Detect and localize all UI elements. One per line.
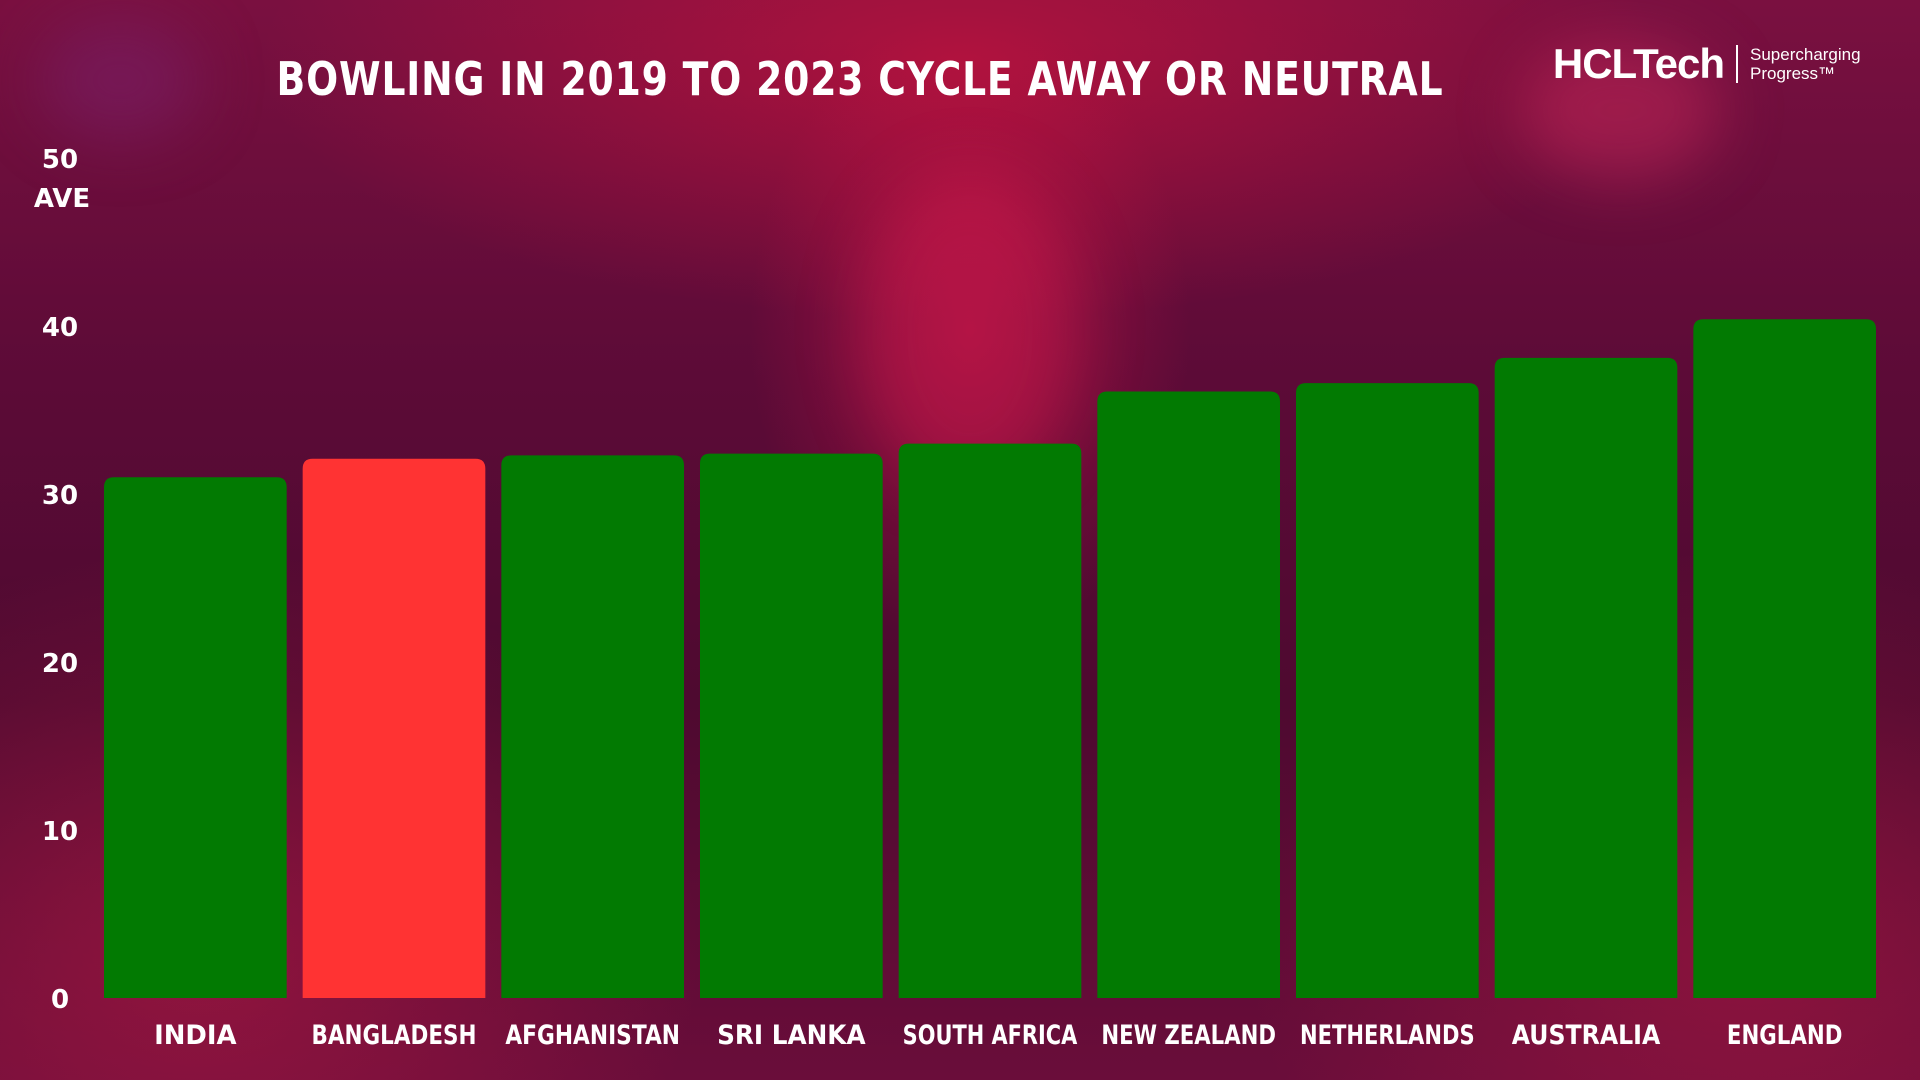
logo-tagline: Supercharging Progress™ [1750,45,1861,83]
bar-india [104,477,287,998]
category-label: SOUTH AFRICA [903,1020,1078,1051]
logo-divider [1736,45,1738,83]
bar-australia [1494,357,1678,998]
hcltech-logo: HCLTech Supercharging Progress™ [1553,40,1880,88]
bar-bangladesh [302,458,486,999]
bar-england [1693,319,1876,998]
y-tick-label: 50 [42,145,78,175]
background-glow-left [40,20,200,140]
bar-afghanistan [501,455,684,998]
background-glow-center [860,170,1080,490]
category-label: INDIA [154,1020,237,1051]
y-axis-title: AVE [34,184,90,214]
background-glow-right [1520,40,1720,180]
bar-new-zealand [1097,391,1280,998]
category-labels: INDIA BANGLADESH AFGHANISTAN SRI LANKA SOUTH… [154,1020,1842,1051]
y-tick-label: 0 [51,985,69,1015]
logo-wordmark: HCLTech [1552,40,1725,87]
category-label: ENGLAND [1727,1020,1843,1051]
y-axis-ticks: 0 10 20 30 40 50 [42,145,78,1015]
category-label: AFGHANISTAN [505,1020,680,1051]
category-label: BANGLADESH [312,1020,477,1051]
y-tick-label: 10 [42,817,78,847]
y-tick-label: 20 [42,649,78,679]
bar-south-africa [898,443,1082,999]
bar-sri-lanka [700,453,883,998]
category-label: SRI LANKA [717,1020,866,1051]
category-label: AUSTRALIA [1512,1020,1661,1051]
y-tick-label: 40 [42,313,78,343]
category-label: NEW ZEALAND [1101,1020,1276,1051]
bars [104,319,1876,999]
bar-netherlands [1296,383,1479,998]
category-label: NETHERLANDS [1300,1020,1475,1051]
y-tick-label: 30 [42,481,78,511]
chart-title: BOWLING IN 2019 TO 2023 CYCLE AWAY OR NE… [276,52,1444,106]
